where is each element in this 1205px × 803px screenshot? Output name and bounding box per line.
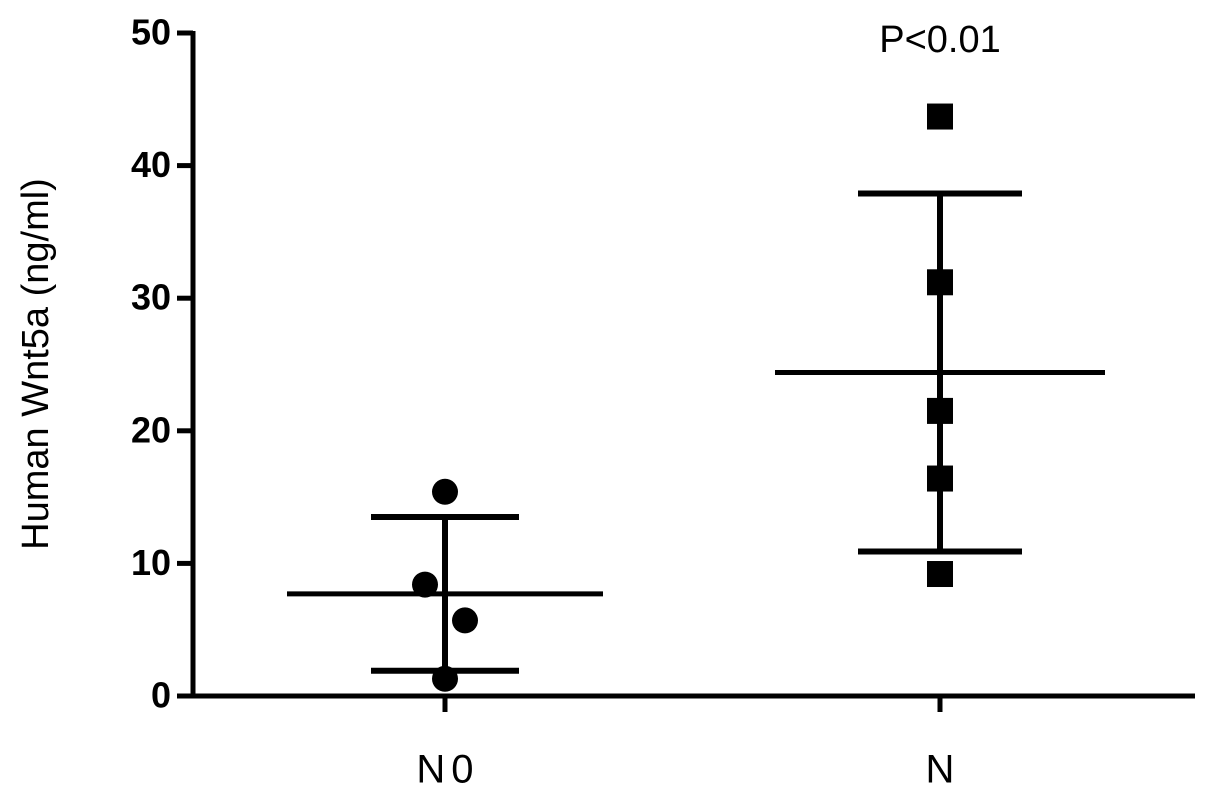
data-point: [927, 561, 953, 588]
data-point: [432, 478, 458, 505]
y-axis-label: Human Wnt5a (ng/ml): [15, 178, 57, 550]
data-point: [412, 571, 438, 598]
y-tick-label: 10: [131, 542, 171, 583]
x-category-label: N: [926, 748, 961, 792]
y-tick-label: 0: [151, 675, 171, 716]
data-point: [432, 665, 458, 692]
y-tick-label: 30: [131, 277, 171, 318]
data-point: [927, 269, 953, 296]
y-tick-label: 20: [131, 409, 171, 450]
data-point: [927, 103, 953, 130]
data-point: [927, 465, 953, 492]
y-tick-label: 40: [131, 144, 171, 185]
annotation: P<0.01: [879, 19, 1001, 61]
y-tick-label: 50: [131, 12, 171, 53]
data-point: [452, 607, 478, 634]
data-point: [927, 397, 953, 424]
x-category-label: N0: [416, 748, 479, 792]
